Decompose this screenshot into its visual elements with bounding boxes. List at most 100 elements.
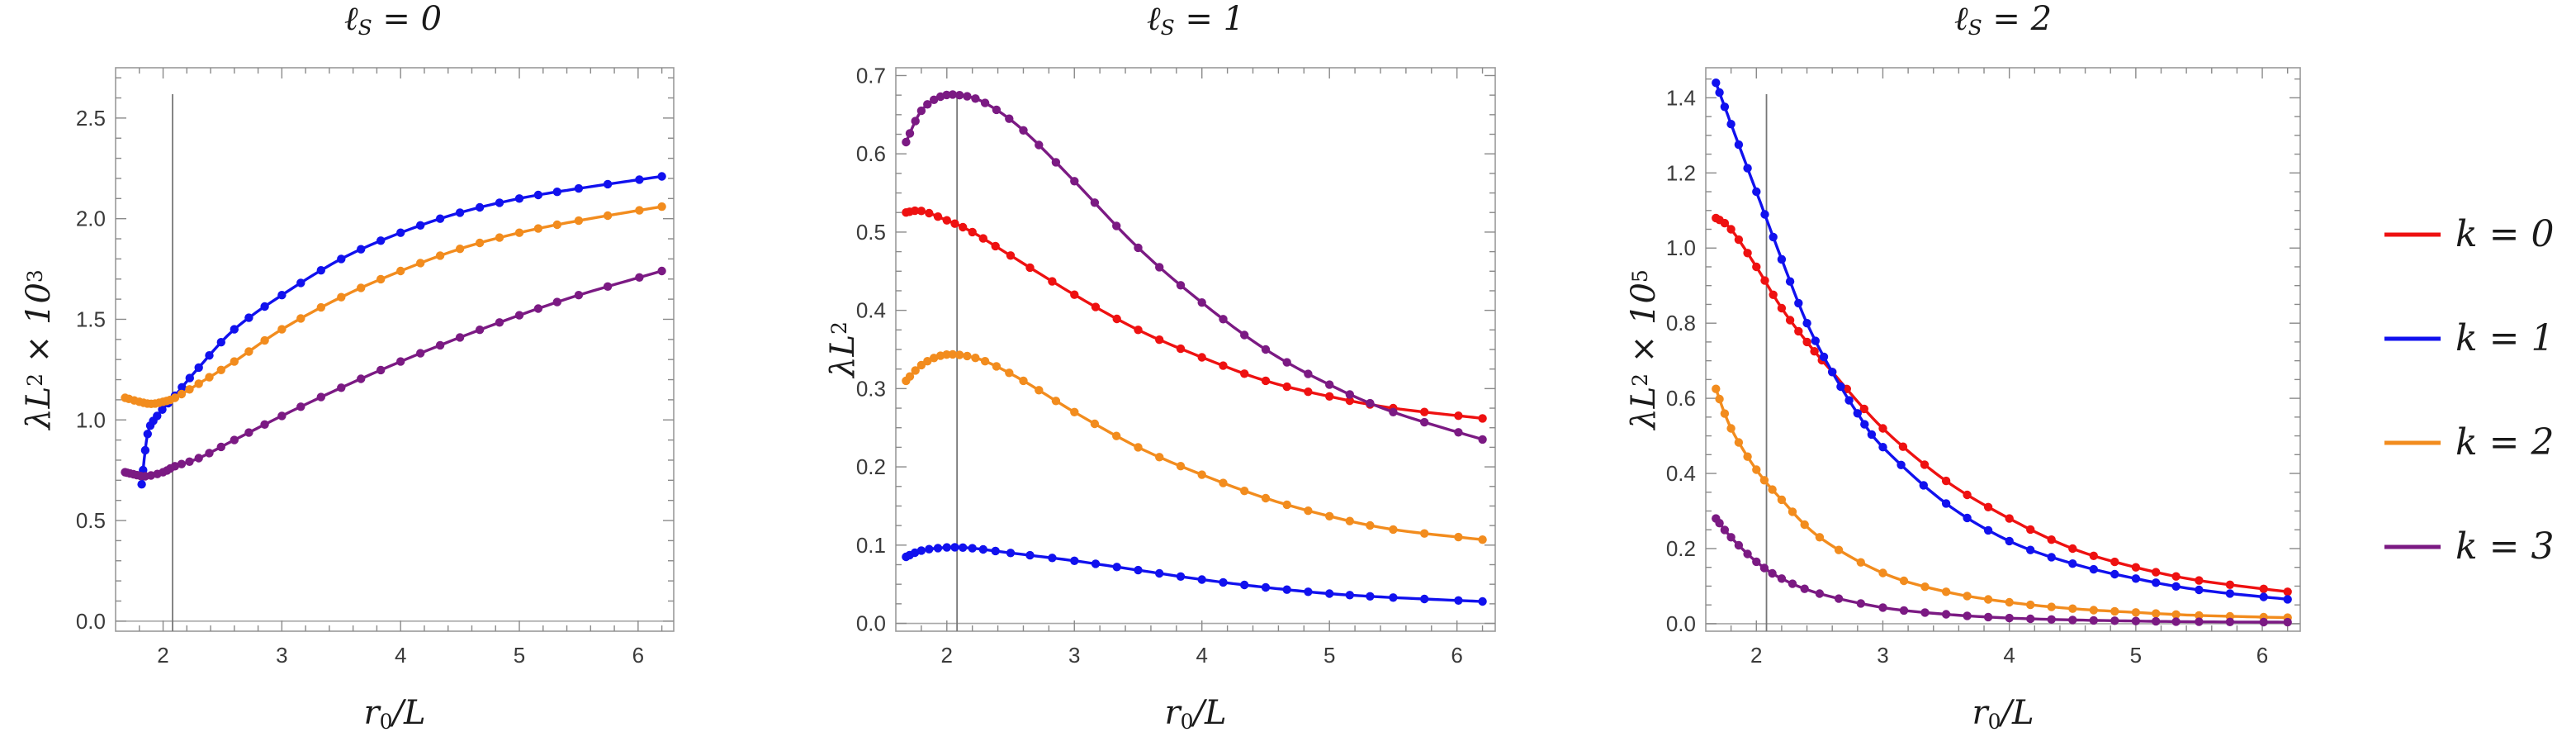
- data-point: [2131, 563, 2141, 572]
- data-point: [475, 202, 485, 212]
- data-point: [1454, 532, 1463, 542]
- data-point: [316, 266, 325, 275]
- data-point: [978, 234, 988, 243]
- data-point: [950, 219, 959, 228]
- data-point: [2005, 536, 2014, 546]
- data-point: [533, 224, 543, 233]
- data-point: [1856, 599, 1865, 608]
- data-point: [1155, 263, 1164, 272]
- x-tick-label: 3: [276, 643, 287, 668]
- data-point: [1478, 597, 1487, 606]
- data-point: [1006, 549, 1016, 558]
- y-tick-label: 1.0: [1666, 235, 1696, 260]
- data-point: [1743, 452, 1752, 461]
- data-point: [1197, 575, 1206, 584]
- data-point: [905, 372, 915, 381]
- data-point: [1006, 251, 1016, 260]
- data-point: [277, 411, 286, 421]
- data-point: [1794, 326, 1803, 336]
- data-point: [1025, 263, 1035, 273]
- data-point: [475, 238, 485, 248]
- data-point: [1898, 442, 1908, 451]
- data-point: [1920, 608, 1930, 617]
- data-point: [963, 92, 972, 101]
- x-tick-label: 5: [1324, 643, 1335, 668]
- data-point: [1478, 535, 1487, 544]
- data-point: [1941, 476, 1951, 486]
- data-point: [923, 357, 932, 366]
- data-point: [1726, 225, 1735, 234]
- data-point: [930, 354, 939, 363]
- data-point: [2047, 535, 2056, 544]
- data-point: [1345, 396, 1355, 406]
- data-point: [1777, 254, 1787, 264]
- data-point: [1366, 398, 1375, 408]
- data-point: [1240, 487, 1249, 496]
- data-point: [475, 326, 485, 335]
- data-point: [1454, 596, 1463, 605]
- data-point: [1715, 519, 1724, 528]
- data-point: [1325, 511, 1334, 520]
- data-point: [1963, 513, 1972, 523]
- data-point: [533, 304, 543, 313]
- data-point: [2089, 616, 2098, 625]
- data-point: [1811, 336, 1820, 345]
- data-point: [2259, 584, 2268, 593]
- data-point: [230, 357, 239, 366]
- data-point: [1420, 417, 1429, 427]
- data-point: [244, 313, 253, 322]
- data-point: [2283, 617, 2292, 627]
- data-point: [2171, 610, 2181, 619]
- legend-item-k1: k = 1: [2384, 317, 2555, 359]
- plot-frame: [115, 67, 675, 632]
- y-tick-label: 0.4: [856, 298, 886, 323]
- data-point: [1090, 198, 1100, 207]
- data-point: [396, 357, 405, 366]
- data-point: [1777, 574, 1787, 583]
- data-point: [2152, 578, 2161, 587]
- data-point: [948, 349, 958, 359]
- data-point: [916, 546, 926, 555]
- data-point: [1304, 506, 1313, 516]
- data-point: [396, 266, 405, 276]
- data-point: [1920, 460, 1930, 469]
- data-point: [635, 273, 644, 282]
- x-axis-label: r0​/L: [1972, 694, 2034, 732]
- data-point: [1325, 392, 1334, 401]
- data-point: [1134, 443, 1143, 452]
- y-tick-label: 0.5: [76, 508, 106, 533]
- data-point: [337, 292, 346, 302]
- data-point: [1769, 232, 1778, 242]
- data-point: [495, 318, 504, 327]
- y-tick-label: 0.0: [856, 611, 886, 636]
- data-point: [1240, 580, 1249, 590]
- data-point: [194, 454, 203, 463]
- data-point: [1759, 476, 1769, 485]
- data-point: [2110, 606, 2119, 616]
- data-point: [1454, 411, 1463, 421]
- data-point: [2110, 557, 2119, 567]
- data-point: [1176, 462, 1186, 471]
- legend-item-k2: k = 2: [2384, 421, 2555, 463]
- data-point: [1785, 316, 1795, 325]
- data-point: [2026, 525, 2035, 535]
- data-point: [657, 266, 666, 276]
- data-point: [1070, 556, 1079, 565]
- legend-item-k0: k = 0: [2384, 213, 2555, 255]
- data-point: [230, 435, 239, 444]
- data-point: [260, 335, 269, 345]
- data-point: [296, 278, 305, 288]
- data-point: [1325, 589, 1334, 598]
- data-point: [177, 459, 187, 468]
- y-tick-label: 2.0: [76, 207, 106, 231]
- data-point: [902, 137, 911, 147]
- data-point: [1048, 277, 1057, 286]
- data-point: [980, 98, 990, 107]
- data-point: [185, 457, 194, 466]
- data-point: [1219, 578, 1228, 587]
- data-point: [1715, 88, 1724, 97]
- data-point: [1261, 376, 1271, 386]
- data-point: [1720, 409, 1730, 418]
- data-point: [143, 430, 152, 439]
- data-point: [1802, 319, 1811, 328]
